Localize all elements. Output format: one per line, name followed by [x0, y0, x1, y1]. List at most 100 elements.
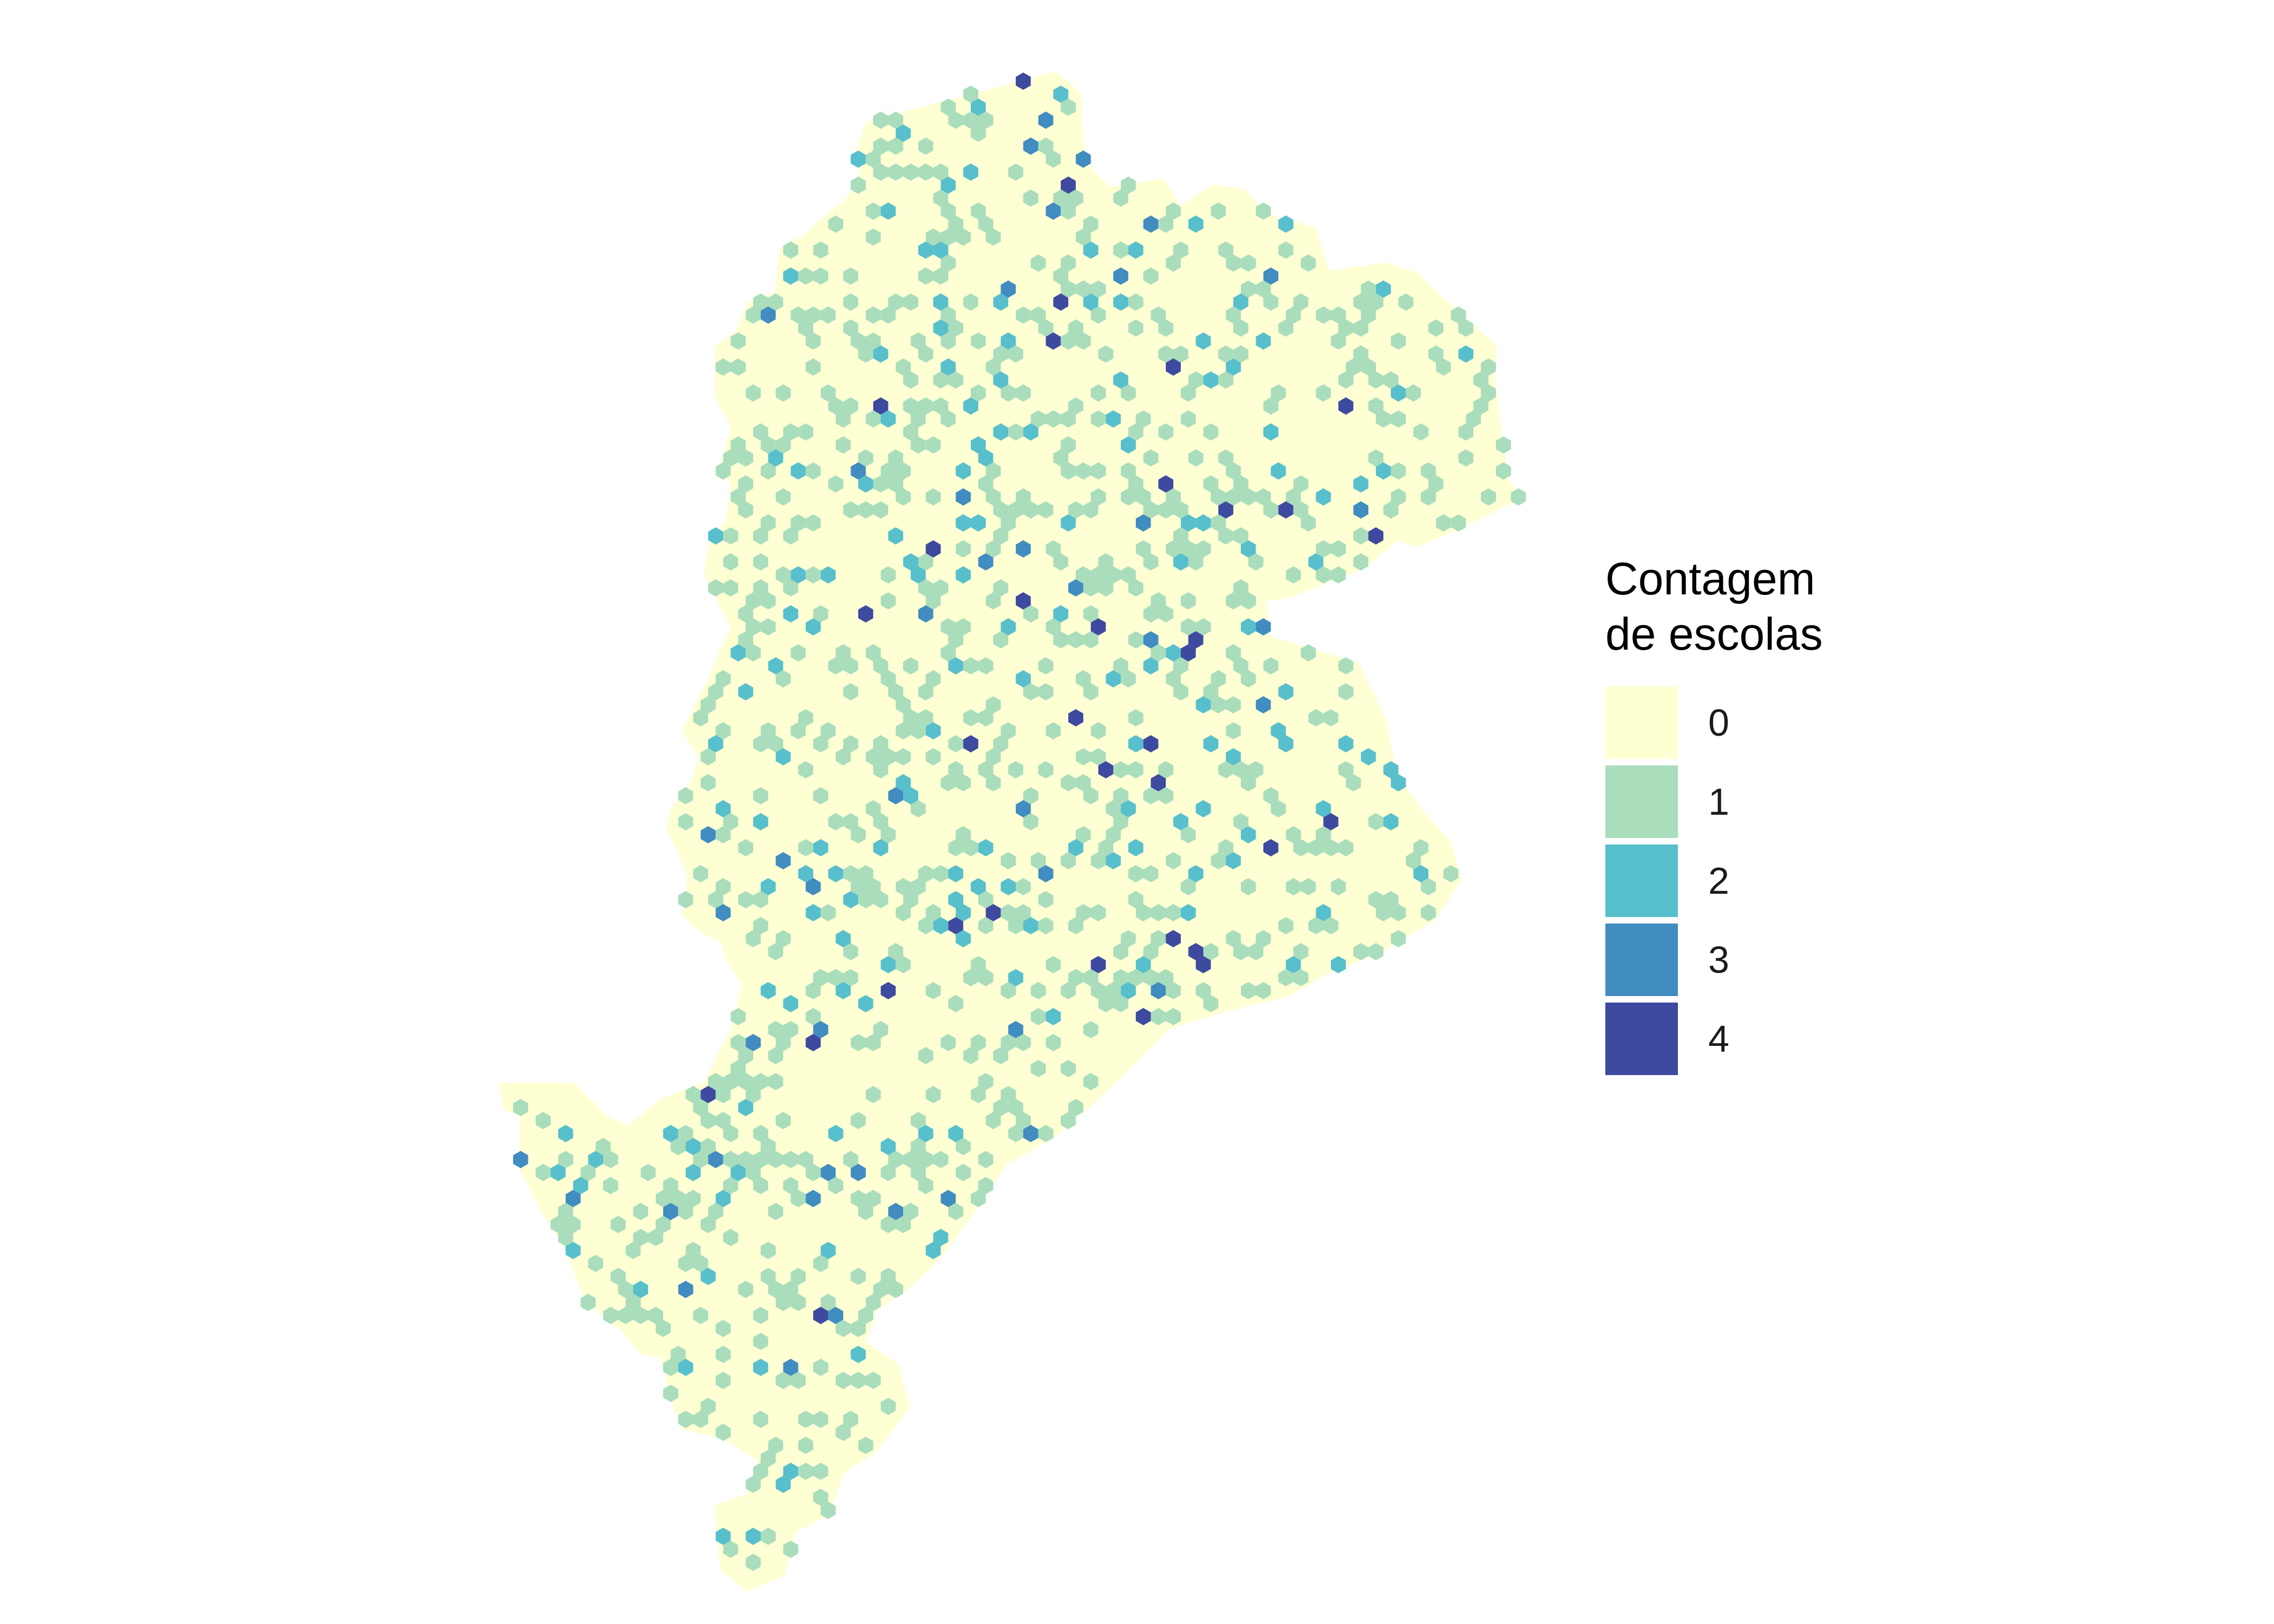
hex-cell [888, 1203, 904, 1220]
hex-cell [873, 397, 888, 415]
hex-cell [828, 215, 844, 233]
hex-cell [866, 306, 881, 324]
hex-cell [858, 501, 873, 519]
hex-cell [1180, 644, 1196, 662]
hex-cell [746, 644, 761, 662]
hex-cell [1001, 332, 1016, 350]
hex-cell [903, 891, 918, 908]
hex-cell [1121, 462, 1136, 480]
hex-cell [1458, 449, 1474, 467]
legend-swatch [1605, 686, 1678, 759]
hex-cell [843, 267, 859, 285]
hex-cell [708, 1203, 723, 1220]
hex-cell [978, 657, 994, 675]
hex-cell [790, 1190, 806, 1207]
legend-label: 2 [1708, 860, 1729, 902]
hex-cell [813, 735, 828, 752]
hex-cell [768, 657, 783, 675]
legend-label: 1 [1708, 781, 1729, 823]
hex-cell [1413, 423, 1429, 441]
hex-cell [1316, 800, 1331, 817]
hex-cell [1053, 189, 1069, 207]
hex-cell [880, 306, 896, 324]
hex-cell [820, 1502, 836, 1519]
hex-cell [1083, 241, 1099, 259]
hex-cell [806, 618, 821, 636]
hex-cell [813, 267, 828, 285]
hex-cell [1090, 852, 1106, 869]
hex-cell [985, 462, 1001, 480]
hex-cell [1038, 657, 1054, 675]
legend-title-line2: de escolas [1605, 608, 1823, 659]
hex-cell [1188, 943, 1204, 960]
hex-cell [1390, 384, 1406, 402]
hex-cell [730, 1008, 746, 1025]
hex-cell [1030, 306, 1046, 324]
hex-cell [993, 1047, 1009, 1064]
hex-cell [708, 891, 723, 908]
hex-cell [880, 1138, 896, 1155]
hex-cell [1390, 462, 1406, 480]
hex-cell [820, 722, 836, 739]
hex-cell [783, 1151, 799, 1168]
legend-item-3: 3 [1605, 920, 1984, 999]
hex-cell [858, 1307, 873, 1324]
hex-cell [746, 306, 761, 324]
hex-cell [1226, 358, 1241, 376]
hex-cell [1195, 332, 1211, 350]
hex-cell [1001, 384, 1016, 402]
hex-cell [843, 865, 859, 882]
hex-cell [1121, 384, 1136, 402]
hex-cell [1143, 267, 1159, 285]
hex-cell [685, 1164, 701, 1181]
hex-cell [1338, 319, 1354, 337]
hex-cell [1421, 904, 1436, 921]
hex-cell [971, 202, 986, 220]
hex-cell [1128, 241, 1143, 259]
hex-cell [1121, 488, 1136, 506]
hex-cell [956, 904, 971, 921]
hex-cell [956, 488, 971, 506]
hex-cell [1143, 787, 1159, 804]
hex-cell [1203, 995, 1219, 1012]
hex-cell [1143, 865, 1159, 882]
hex-cell [738, 475, 754, 493]
hex-cell [835, 644, 851, 662]
hex-cell [1218, 527, 1233, 545]
hex-cell [873, 839, 888, 856]
hex-cell [925, 228, 941, 246]
hex-cell [565, 1216, 581, 1233]
hex-cell [1353, 943, 1369, 960]
hex-cell [1180, 410, 1196, 428]
hex-cell [940, 410, 956, 428]
hex-cell [1038, 891, 1054, 908]
hex-cell [1240, 254, 1256, 272]
hex-cell [806, 332, 821, 350]
hex-cell [618, 1307, 633, 1324]
hex-cell [963, 969, 978, 986]
hex-cell [1128, 423, 1143, 441]
hex-cell [790, 722, 806, 739]
hex-cell [806, 1008, 821, 1025]
hex-cell [903, 397, 918, 415]
hex-cell [1083, 787, 1099, 804]
hex-cell [1240, 280, 1256, 298]
hex-cell [753, 891, 768, 908]
hex-cell [1113, 995, 1128, 1012]
hex-cell [925, 488, 941, 506]
hex-cell [813, 839, 828, 856]
hex-cell [978, 112, 994, 129]
hex-cell [1316, 566, 1331, 584]
hex-cell [918, 1151, 933, 1168]
hex-cell [880, 462, 896, 480]
hex-cell [768, 735, 783, 752]
hex-cell [1218, 345, 1233, 363]
hex-cell [918, 605, 933, 623]
hex-cell [798, 709, 813, 726]
hex-cell [1061, 462, 1076, 480]
hex-cell [1450, 306, 1466, 324]
hex-cell [866, 202, 881, 220]
hex-cell [956, 826, 971, 843]
hex-cell [753, 1463, 768, 1480]
hex-cell [1278, 683, 1293, 700]
